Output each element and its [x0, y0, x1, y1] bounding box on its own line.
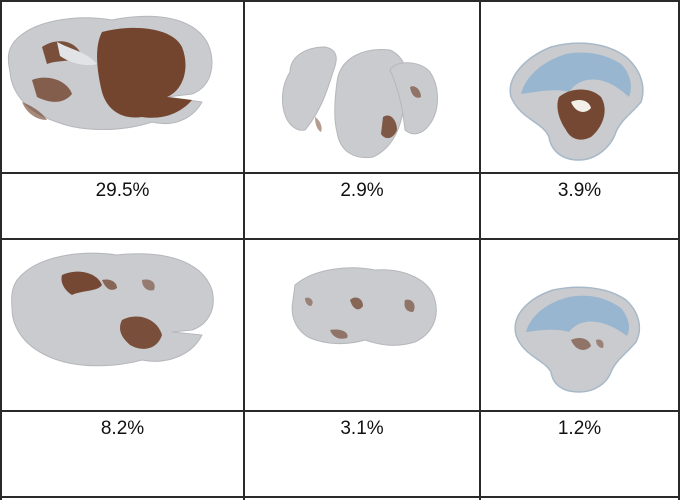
brain-section-forebrain-extensive-stain — [7, 15, 213, 130]
image-cell-r2c3 — [481, 240, 678, 410]
grid-line-vertical — [479, 0, 481, 500]
grid-line-horizontal — [0, 410, 680, 412]
percentage-r2c3: 1.2% — [557, 418, 602, 439]
percentage-r1c2: 2.9% — [340, 180, 384, 201]
percentage-r2c1: 8.2% — [100, 418, 145, 439]
grid-line-vertical — [0, 0, 2, 500]
image-cell-r1c2 — [245, 2, 479, 172]
image-cell-r1c1 — [2, 2, 243, 172]
grid-line-horizontal — [0, 238, 680, 240]
grid-line-horizontal — [0, 0, 680, 2]
brain-section-forebrain-patchy-stain — [11, 252, 214, 367]
image-cell-r2c2 — [245, 240, 479, 410]
image-cell-r2c1 — [2, 240, 243, 410]
brain-section-split-midbrain-light-stain — [282, 46, 438, 159]
percentage-r2c2: 3.1% — [340, 418, 384, 439]
brain-section-cerebellum-moderate-stain — [509, 42, 644, 161]
percentage-r1c3: 3.9% — [557, 180, 602, 201]
brain-section-midbrain-light-stain — [291, 267, 437, 346]
grid-line-vertical — [243, 0, 245, 500]
grid-line-vertical — [678, 0, 680, 500]
percentage-r1c1: 29.5% — [95, 180, 150, 201]
brain-section-cerebellum-light-stain — [514, 286, 641, 393]
image-cell-r1c3 — [481, 2, 678, 172]
grid-line-horizontal — [0, 496, 680, 498]
grid-line-horizontal — [0, 172, 680, 174]
